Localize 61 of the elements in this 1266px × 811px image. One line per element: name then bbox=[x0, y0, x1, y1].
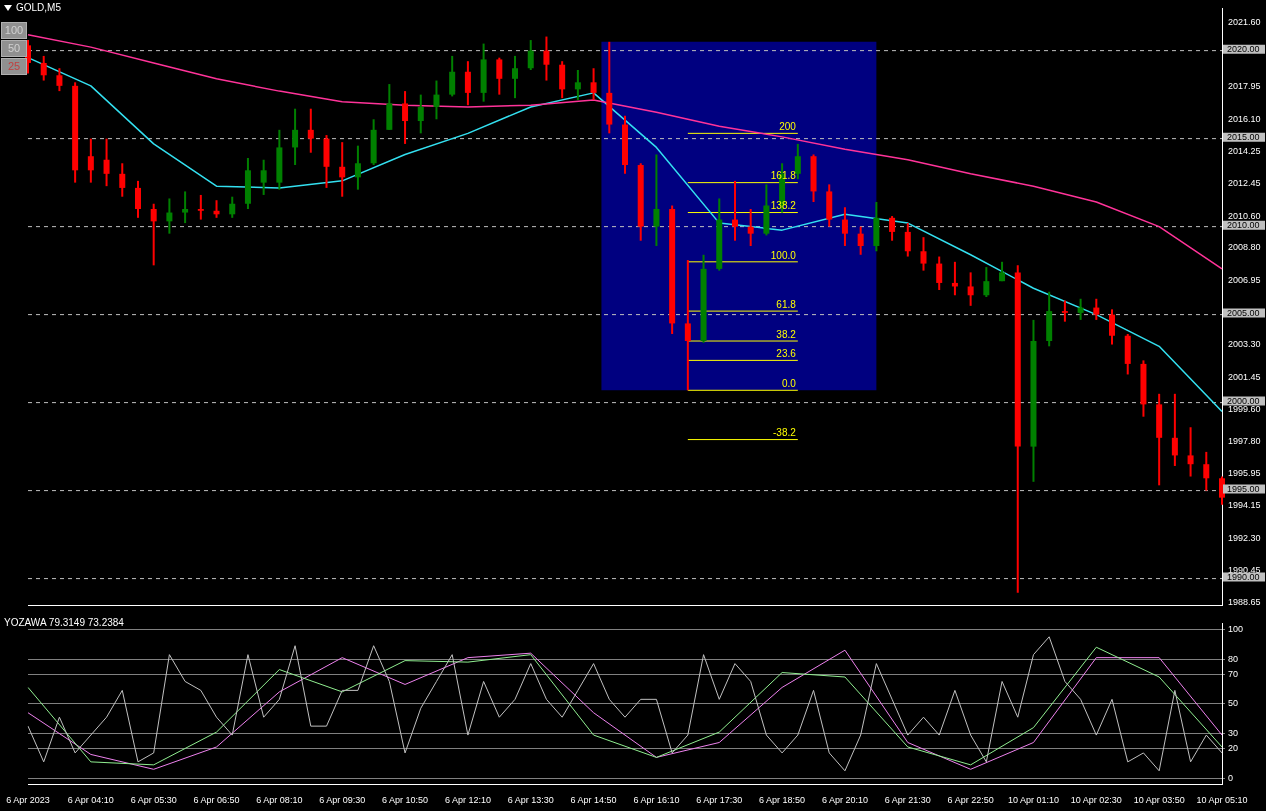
y-tick-label: 1995.95 bbox=[1228, 468, 1261, 479]
y-tick-label: 50 bbox=[1228, 698, 1239, 709]
y-tick-label: 2014.25 bbox=[1228, 146, 1261, 157]
ref-line-label: 2010.00 bbox=[1227, 219, 1260, 230]
y-tick-label: 1999.60 bbox=[1228, 404, 1261, 415]
y-tick-label: 2003.30 bbox=[1228, 339, 1261, 350]
y-tick-label: 2016.10 bbox=[1228, 113, 1261, 124]
y-tick-label: 2006.95 bbox=[1228, 274, 1261, 285]
y-tick-label: 80 bbox=[1228, 653, 1239, 664]
x-tick-label: 10 Apr 03:50 bbox=[1133, 795, 1185, 806]
x-tick-label: 6 Apr 05:30 bbox=[130, 795, 177, 806]
x-tick-label: 10 Apr 02:30 bbox=[1070, 795, 1122, 806]
y-tick-label: 20 bbox=[1228, 742, 1239, 753]
annotation: -38.2 bbox=[773, 427, 797, 439]
x-tick-label: 6 Apr 12:10 bbox=[444, 795, 491, 806]
annotation: 23.6 bbox=[776, 348, 797, 360]
x-tick-label: 6 Apr 18:50 bbox=[759, 795, 806, 806]
y-tick-label: 100 bbox=[1228, 623, 1244, 634]
y-tick-label: 2021.60 bbox=[1228, 16, 1261, 27]
ref-line-label: 1995.00 bbox=[1227, 483, 1260, 494]
ref-line-label: 2005.00 bbox=[1227, 307, 1260, 318]
x-tick-label: 6 Apr 13:30 bbox=[507, 795, 554, 806]
annotation: 0.0 bbox=[781, 378, 797, 390]
annotation: 200 bbox=[779, 121, 797, 133]
x-tick-label: 10 Apr 05:10 bbox=[1196, 795, 1248, 806]
x-tick-label: 10 Apr 01:10 bbox=[1007, 795, 1059, 806]
y-tick-label: 30 bbox=[1228, 728, 1239, 739]
annotation: 61.8 bbox=[776, 298, 797, 310]
x-tick-label: 6 Apr 21:30 bbox=[884, 795, 931, 806]
x-tick-label: 6 Apr 06:50 bbox=[193, 795, 240, 806]
annotation: 161.8 bbox=[770, 170, 797, 182]
x-tick-label: 6 Apr 17:30 bbox=[696, 795, 743, 806]
annotation: 38.2 bbox=[776, 328, 797, 340]
y-tick-label: 2010.60 bbox=[1228, 210, 1261, 221]
y-tick-label: 1988.65 bbox=[1228, 596, 1261, 607]
x-tick-label: 6 Apr 14:50 bbox=[570, 795, 617, 806]
ref-line-label: 2015.00 bbox=[1227, 131, 1260, 142]
y-tick-label: 1994.15 bbox=[1228, 500, 1261, 511]
y-tick-label: 2008.80 bbox=[1228, 242, 1261, 253]
x-tick-label: 6 Apr 16:10 bbox=[633, 795, 680, 806]
x-tick-label: 6 Apr 20:10 bbox=[821, 795, 868, 806]
button-panel: 100 50 25 bbox=[1, 22, 27, 75]
y-tick-label: 2001.45 bbox=[1228, 371, 1261, 382]
x-tick-label: 6 Apr 04:10 bbox=[67, 795, 114, 806]
annotation: 138.2 bbox=[770, 200, 797, 212]
ref-line-label: 2020.00 bbox=[1227, 43, 1260, 54]
y-tick-label: 1997.80 bbox=[1228, 435, 1261, 446]
annotation: 100.0 bbox=[770, 249, 797, 261]
y-tick-label: 70 bbox=[1228, 668, 1239, 679]
chart-title: GOLD,M5 bbox=[16, 2, 62, 13]
x-tick-label: 6 Apr 08:10 bbox=[256, 795, 303, 806]
y-tick-label: 0 bbox=[1228, 772, 1234, 783]
x-tick-label: 6 Apr 22:50 bbox=[947, 795, 994, 806]
x-tick-label: 6 Apr 09:30 bbox=[319, 795, 366, 806]
x-tick-label: 6 Apr 10:50 bbox=[382, 795, 429, 806]
chart-title: YOZAWA 79.3149 73.2384 bbox=[4, 617, 124, 628]
y-tick-label: 1992.30 bbox=[1228, 532, 1261, 543]
ref-line-label: 2000.00 bbox=[1227, 395, 1260, 406]
y-tick-label: 2017.95 bbox=[1228, 81, 1261, 92]
y-tick-label: 2012.45 bbox=[1228, 177, 1261, 188]
x-tick-label: 6 Apr 2023 bbox=[6, 795, 50, 806]
